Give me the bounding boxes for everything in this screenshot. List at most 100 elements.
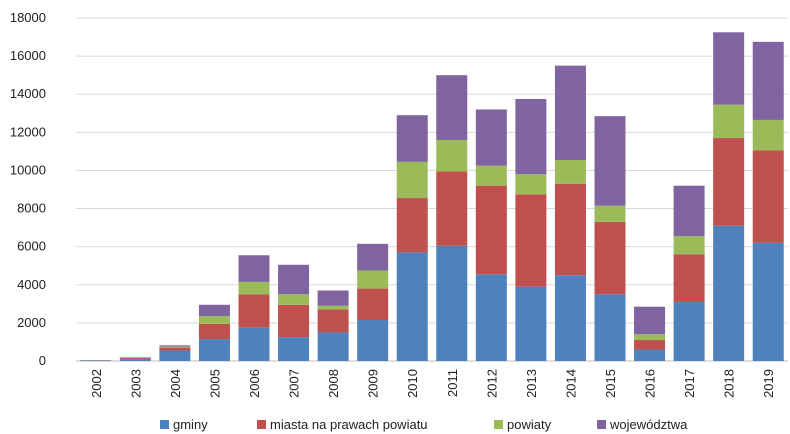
bar-segment-gminy-2006 bbox=[238, 327, 270, 361]
x-tick-label: 2007 bbox=[287, 369, 302, 398]
x-tick-label: 2003 bbox=[128, 369, 143, 398]
bar-segment-powiaty-2010 bbox=[396, 161, 428, 199]
bar-segment-powiaty-2005 bbox=[198, 316, 230, 324]
x-tick-label: 2005 bbox=[207, 369, 222, 398]
bar-segment-miasta-na-prawach-powiatu-2018 bbox=[713, 138, 745, 226]
y-tick-label: 12000 bbox=[10, 124, 46, 139]
bar-segment-gminy-2019 bbox=[752, 242, 784, 361]
y-tick-label: 16000 bbox=[10, 48, 46, 63]
y-tick-label: 18000 bbox=[10, 10, 46, 25]
x-tick-label: 2015 bbox=[603, 369, 618, 398]
bar-segment-województwa-2007 bbox=[278, 264, 310, 295]
x-tick-label: 2012 bbox=[484, 369, 499, 398]
bar-segment-miasta-na-prawach-powiatu-2007 bbox=[278, 304, 310, 338]
bar-segment-gminy-2010 bbox=[396, 252, 428, 361]
bar-segment-miasta-na-prawach-powiatu-2009 bbox=[357, 288, 389, 321]
bar-segment-województwa-2015 bbox=[594, 116, 626, 206]
bar-segment-gminy-2008 bbox=[317, 332, 349, 361]
bar-segment-miasta-na-prawach-powiatu-2006 bbox=[238, 294, 270, 328]
x-tick-label: 2009 bbox=[366, 369, 381, 398]
bar-segment-miasta-na-prawach-powiatu-2003 bbox=[119, 357, 151, 359]
bar-segment-powiaty-2019 bbox=[752, 119, 784, 151]
legend: gminy miasta na prawach powiatu powiaty woj… bbox=[160, 417, 688, 432]
bar-segment-powiaty-2009 bbox=[357, 270, 389, 289]
bar-segment-gminy-2014 bbox=[554, 275, 586, 361]
bar-segment-województwa-2018 bbox=[713, 32, 745, 105]
bar-segment-województwa-2006 bbox=[238, 255, 270, 282]
x-tick-label: 2019 bbox=[761, 369, 776, 398]
bar-segment-województwa-2013 bbox=[515, 98, 547, 175]
y-tick-label: 8000 bbox=[17, 201, 46, 216]
x-tick-label: 2013 bbox=[524, 369, 539, 398]
bar-segment-województwa-2017 bbox=[673, 185, 705, 237]
x-tick-label: 2002 bbox=[89, 369, 104, 398]
bar-segment-województwa-2016 bbox=[634, 306, 666, 335]
bar-segment-miasta-na-prawach-powiatu-2004 bbox=[159, 347, 191, 351]
bars bbox=[80, 32, 784, 361]
bar-segment-miasta-na-prawach-powiatu-2019 bbox=[752, 150, 784, 243]
y-tick-label: 0 bbox=[39, 353, 46, 368]
bar-segment-województwa-2011 bbox=[436, 75, 468, 140]
bar-segment-miasta-na-prawach-powiatu-2014 bbox=[554, 183, 586, 276]
bar-segment-województwa-2008 bbox=[317, 290, 349, 306]
bar-segment-powiaty-2011 bbox=[436, 139, 468, 172]
x-tick-label: 2018 bbox=[722, 369, 737, 398]
y-tick-label: 10000 bbox=[10, 162, 46, 177]
x-tick-label: 2014 bbox=[563, 369, 578, 398]
y-axis-ticks: 0 2000 4000 6000 8000 10000 12000 14000 16000 180… bbox=[10, 10, 46, 368]
x-tick-label: 2011 bbox=[445, 369, 460, 397]
x-tick-label: 2004 bbox=[168, 369, 183, 398]
bar-segment-gminy-2002 bbox=[80, 360, 112, 361]
legend-swatch bbox=[597, 420, 606, 429]
bar-segment-gminy-2011 bbox=[436, 245, 468, 361]
y-tick-label: 14000 bbox=[10, 86, 46, 101]
bar-segment-miasta-na-prawach-powiatu-2013 bbox=[515, 194, 547, 287]
x-tick-label: 2016 bbox=[643, 369, 658, 398]
bar-segment-miasta-na-prawach-powiatu-2011 bbox=[436, 171, 468, 246]
x-tick-label: 2010 bbox=[405, 369, 420, 398]
bar-segment-województwa-2019 bbox=[752, 41, 784, 120]
bar-segment-powiaty-2013 bbox=[515, 174, 547, 195]
bar-segment-miasta-na-prawach-powiatu-2012 bbox=[475, 185, 507, 275]
bar-segment-gminy-2013 bbox=[515, 286, 547, 361]
bar-segment-powiaty-2014 bbox=[554, 159, 586, 184]
y-tick-label: 2000 bbox=[17, 315, 46, 330]
bar-segment-województwa-2009 bbox=[357, 243, 389, 271]
bar-segment-województwa-2014 bbox=[554, 65, 586, 160]
legend-label: miasta na prawach powiatu bbox=[270, 417, 428, 432]
x-axis-ticks: 2002 2003 2004 2005 2006 2007 2008 2009 2010 2011… bbox=[89, 369, 776, 398]
bar-segment-powiaty-2016 bbox=[634, 334, 666, 341]
bar-segment-powiaty-2007 bbox=[278, 294, 310, 305]
bar-segment-miasta-na-prawach-powiatu-2008 bbox=[317, 309, 349, 333]
bar-segment-miasta-na-prawach-powiatu-2005 bbox=[198, 323, 230, 340]
x-tick-label: 2008 bbox=[326, 369, 341, 398]
x-tick-label: 2017 bbox=[682, 369, 697, 398]
legend-label: województwa bbox=[609, 417, 688, 432]
legend-swatch bbox=[160, 420, 169, 429]
bar-segment-powiaty-2004 bbox=[159, 346, 191, 348]
gridlines bbox=[76, 17, 788, 362]
y-tick-label: 6000 bbox=[17, 239, 46, 254]
bar-segment-powiaty-2008 bbox=[317, 305, 349, 310]
bar-segment-gminy-2017 bbox=[673, 301, 705, 361]
legend-swatch bbox=[494, 420, 503, 429]
bar-segment-miasta-na-prawach-powiatu-2017 bbox=[673, 254, 705, 302]
bar-segment-gminy-2015 bbox=[594, 294, 626, 361]
bar-segment-gminy-2007 bbox=[278, 337, 310, 361]
bar-segment-gminy-2009 bbox=[357, 320, 389, 361]
bar-segment-województwa-2005 bbox=[198, 304, 230, 317]
bar-segment-gminy-2016 bbox=[634, 349, 666, 361]
bar-segment-gminy-2018 bbox=[713, 225, 745, 361]
bar-segment-powiaty-2018 bbox=[713, 104, 745, 139]
bar-segment-miasta-na-prawach-powiatu-2010 bbox=[396, 198, 428, 253]
bar-segment-powiaty-2012 bbox=[475, 165, 507, 186]
bar-segment-województwa-2010 bbox=[396, 115, 428, 162]
bar-segment-powiaty-2015 bbox=[594, 205, 626, 222]
y-tick-label: 4000 bbox=[17, 277, 46, 292]
x-tick-label: 2006 bbox=[247, 369, 262, 398]
bar-segment-województwa-2004 bbox=[159, 345, 191, 347]
bar-segment-gminy-2004 bbox=[159, 350, 191, 361]
bar-segment-powiaty-2006 bbox=[238, 281, 270, 295]
bar-segment-województwa-2012 bbox=[475, 109, 507, 166]
